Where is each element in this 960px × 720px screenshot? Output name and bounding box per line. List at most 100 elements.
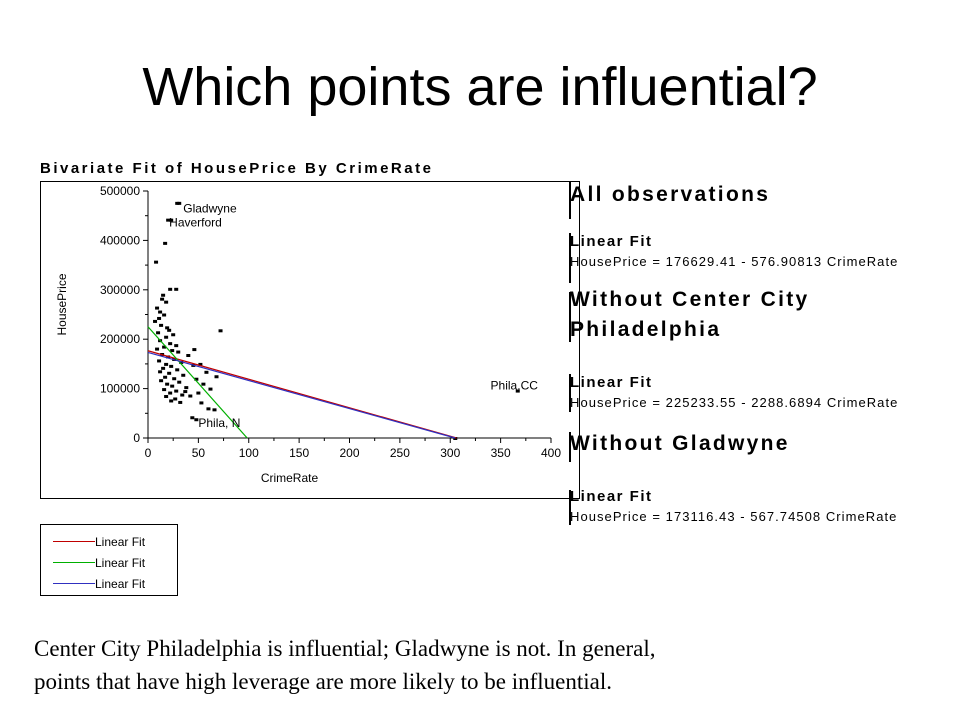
section-heading-all: All observations [570, 183, 771, 206]
y-axis-label: HousePrice [55, 273, 69, 335]
data-point [160, 297, 165, 301]
data-point [162, 345, 167, 349]
data-point [175, 368, 180, 372]
point-annotation: Haverford [169, 216, 222, 230]
panel-divider [569, 181, 571, 219]
caption-line: points that have high leverage are more … [34, 669, 612, 694]
data-point [169, 218, 174, 222]
scatter-plot: 0 100000 200000 300000 400000 500000 0 50 100 150… [55, 184, 561, 485]
section-heading-no-cc: Without Center City [570, 288, 810, 311]
data-point [177, 380, 182, 384]
data-point [212, 408, 217, 412]
data-point [218, 329, 223, 333]
slide-caption: Center City Philadelphia is influential;… [34, 632, 934, 698]
data-point [158, 310, 163, 314]
data-point [180, 393, 185, 397]
data-point [199, 401, 204, 405]
data-point [186, 354, 191, 358]
y-tick-label: 300000 [100, 283, 140, 297]
data-point [159, 323, 164, 327]
x-tick-label: 150 [289, 446, 309, 460]
fit-label: Linear Fit [570, 374, 653, 391]
data-point [196, 391, 201, 395]
y-tick-label: 100000 [100, 382, 140, 396]
section-heading-no-gladwyne: Without Gladwyne [570, 432, 790, 455]
x-axis-label: CrimeRate [261, 471, 319, 485]
fit-equation: HousePrice = 225233.55 - 2288.6894 Crime… [570, 395, 899, 410]
x-tick-label: 300 [440, 446, 460, 460]
fit-label: Linear Fit [570, 488, 653, 505]
panel-divider [569, 374, 571, 412]
x-tick-label: 100 [239, 446, 259, 460]
data-point [167, 371, 172, 375]
legend-swatch-green [53, 562, 95, 563]
legend-label: Linear Fit [95, 535, 146, 549]
data-point [164, 362, 169, 366]
data-point [178, 400, 183, 404]
data-point [208, 387, 213, 391]
data-point [165, 326, 170, 330]
x-tick-label: 400 [541, 446, 561, 460]
data-point [155, 347, 160, 351]
legend-label: Linear Fit [95, 556, 146, 570]
data-point [164, 300, 169, 304]
data-point [188, 394, 193, 398]
panel-divider [569, 292, 571, 342]
data-point [172, 377, 177, 381]
legend-label: Linear Fit [95, 577, 146, 591]
data-point [453, 437, 458, 440]
data-point [183, 390, 188, 394]
x-tick-label: 50 [192, 446, 206, 460]
data-point [170, 384, 175, 388]
data-point [156, 331, 161, 335]
data-point [204, 370, 209, 374]
data-point [163, 241, 168, 245]
legend: Linear Fit Linear Fit Linear Fit [40, 524, 178, 596]
data-point [174, 344, 179, 348]
panel-divider [569, 490, 571, 525]
data-point [179, 360, 184, 364]
data-point [173, 397, 178, 401]
fit-line [147, 326, 248, 439]
data-point [194, 377, 199, 381]
y-tick-label: 400000 [100, 233, 140, 247]
data-point [153, 319, 158, 323]
data-point [168, 391, 173, 395]
data-point [168, 342, 173, 346]
data-point [155, 306, 160, 310]
data-point [170, 349, 175, 353]
chart-title: Bivariate Fit of HousePrice By CrimeRate [40, 160, 434, 177]
fit-equation: HousePrice = 176629.41 - 576.90813 Crime… [570, 254, 899, 269]
data-point [190, 416, 195, 420]
data-point [162, 388, 167, 392]
data-point [194, 418, 199, 422]
data-point [157, 359, 162, 363]
data-point [167, 328, 172, 332]
data-point [164, 335, 169, 339]
section-heading-no-cc-line2: Philadelphia [570, 318, 722, 341]
data-point [161, 293, 166, 297]
legend-item: Linear Fit [53, 533, 177, 551]
data-point [166, 218, 171, 222]
fit-line [147, 351, 456, 439]
data-point [169, 399, 174, 403]
data-point [181, 373, 186, 377]
x-tick-label: 200 [339, 446, 359, 460]
slide-title: Which points are influential? [142, 57, 818, 117]
legend-item: Linear Fit [53, 554, 177, 572]
data-point [515, 389, 520, 393]
y-tick-label: 0 [133, 431, 140, 445]
data-point [175, 201, 180, 205]
data-point [206, 407, 211, 411]
y-tick-label: 500000 [100, 184, 140, 198]
data-point [198, 362, 203, 366]
data-point [192, 348, 197, 352]
fit-equation: HousePrice = 173116.43 - 567.74508 Crime… [570, 509, 898, 524]
data-point [154, 260, 159, 264]
data-point [214, 375, 219, 379]
fit-label: Linear Fit [570, 233, 653, 250]
x-tick-label: 0 [145, 446, 152, 460]
data-point [177, 201, 182, 205]
data-point [201, 382, 206, 386]
point-annotation: Gladwyne [183, 201, 237, 215]
